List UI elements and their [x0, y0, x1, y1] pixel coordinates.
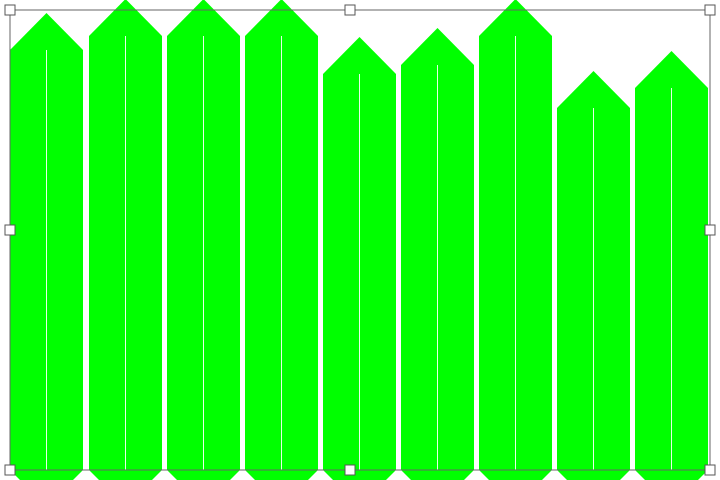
resize-handle-middle-right-icon[interactable] [704, 224, 716, 236]
pencil-shape[interactable] [635, 51, 708, 480]
resize-handle-bottom-left-icon[interactable] [4, 464, 16, 476]
pencil-shape[interactable] [479, 0, 552, 480]
pencil-shape[interactable] [401, 28, 474, 480]
selection-handles [4, 4, 716, 476]
resize-handle-middle-left-icon[interactable] [4, 224, 16, 236]
selection-frame [9, 9, 711, 471]
shapes-layer [10, 0, 708, 480]
pencil-shape[interactable] [245, 0, 318, 480]
resize-handle-top-center-icon[interactable] [344, 4, 356, 16]
pencil-shape[interactable] [167, 0, 240, 480]
pencil-shape[interactable] [557, 71, 630, 480]
pencil-shape[interactable] [323, 37, 396, 480]
resize-handle-bottom-center-icon[interactable] [344, 464, 356, 476]
resize-handle-bottom-right-icon[interactable] [704, 464, 716, 476]
resize-handle-top-left-icon[interactable] [4, 4, 16, 16]
pencil-shape[interactable] [10, 13, 83, 480]
pencil-shape[interactable] [89, 0, 162, 480]
resize-handle-top-right-icon[interactable] [704, 4, 716, 16]
